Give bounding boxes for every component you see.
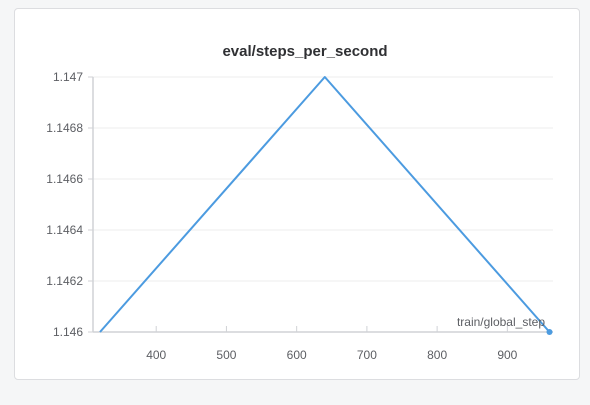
y-tick-label: 1.146: [53, 325, 83, 339]
x-axis-label: train/global_step: [457, 315, 545, 329]
y-tick-label: 1.1468: [46, 121, 83, 135]
x-tick-label: 600: [287, 348, 307, 362]
x-tick-label: 800: [427, 348, 447, 362]
y-tick-label: 1.147: [53, 70, 83, 84]
series-last-point: [546, 329, 552, 335]
y-tick-label: 1.1464: [46, 223, 83, 237]
y-tick-label: 1.1462: [46, 274, 83, 288]
x-tick-label: 900: [497, 348, 517, 362]
x-tick-label: 400: [146, 348, 166, 362]
series: [100, 77, 552, 335]
x-tick-label: 500: [216, 348, 236, 362]
grid: [93, 77, 553, 281]
y-axis-ticks: 1.146 1.1462 1.1464 1.1466 1.1468 1.147: [46, 70, 93, 339]
series-line: [100, 77, 550, 332]
y-tick-label: 1.1466: [46, 172, 83, 186]
x-tick-label: 700: [357, 348, 377, 362]
chart-title: eval/steps_per_second: [222, 43, 387, 60]
axes: [93, 77, 553, 332]
